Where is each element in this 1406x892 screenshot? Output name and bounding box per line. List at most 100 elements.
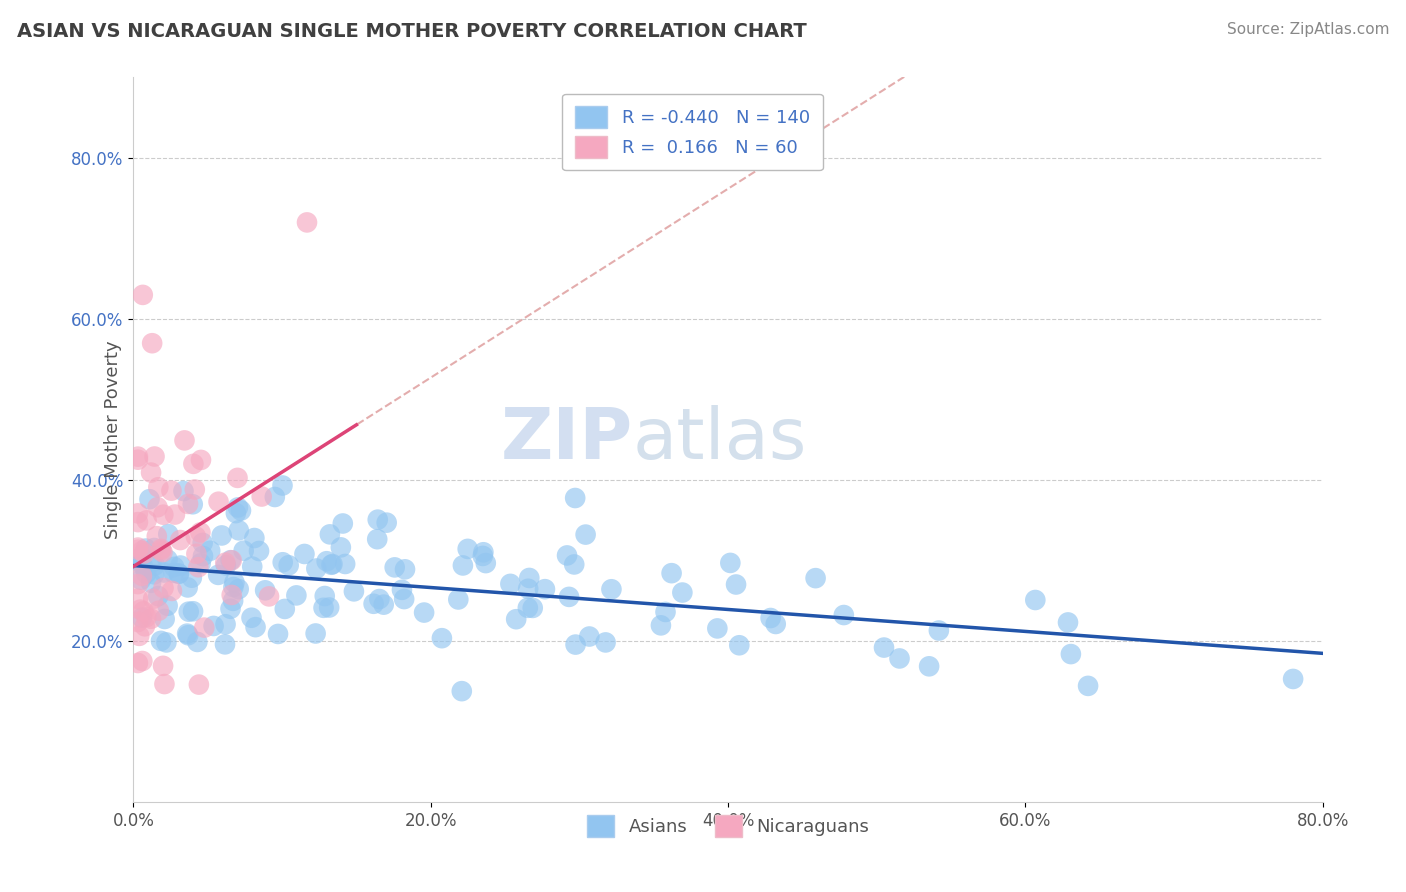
- Point: [384, 560, 406, 574]
- Point: [274, 602, 297, 616]
- Point: [127, 591, 149, 606]
- Point: [152, 581, 174, 595]
- Point: [257, 590, 280, 604]
- Point: [148, 480, 170, 494]
- Point: [312, 600, 335, 615]
- Point: [127, 656, 149, 670]
- Point: [221, 588, 243, 602]
- Point: [517, 582, 540, 596]
- Point: [214, 617, 236, 632]
- Point: [160, 483, 183, 498]
- Point: [135, 610, 157, 624]
- Point: [240, 611, 263, 625]
- Point: [128, 629, 150, 643]
- Point: [558, 590, 581, 604]
- Point: [1060, 647, 1083, 661]
- Point: [413, 606, 436, 620]
- Point: [271, 555, 294, 569]
- Point: [127, 615, 149, 629]
- Point: [873, 640, 896, 655]
- Point: [176, 581, 198, 595]
- Point: [600, 582, 623, 597]
- Point: [1077, 679, 1099, 693]
- Point: [127, 541, 149, 555]
- Point: [131, 654, 153, 668]
- Point: [245, 620, 267, 634]
- Point: [228, 524, 250, 538]
- Point: [190, 453, 212, 467]
- Point: [167, 566, 190, 581]
- Legend: Asians, Nicaraguans: Asians, Nicaraguans: [579, 807, 876, 844]
- Point: [475, 556, 498, 570]
- Point: [141, 336, 163, 351]
- Point: [332, 516, 354, 531]
- Point: [177, 497, 200, 511]
- Point: [555, 549, 578, 563]
- Point: [127, 577, 149, 591]
- Point: [367, 513, 389, 527]
- Point: [889, 651, 911, 665]
- Point: [243, 531, 266, 545]
- Point: [534, 582, 557, 597]
- Point: [394, 562, 416, 576]
- Point: [143, 541, 166, 555]
- Point: [163, 508, 186, 522]
- Point: [368, 592, 391, 607]
- Point: [294, 547, 316, 561]
- Point: [430, 631, 453, 645]
- Point: [224, 575, 246, 590]
- Point: [190, 525, 212, 540]
- Point: [150, 543, 173, 558]
- Point: [1057, 615, 1080, 630]
- Point: [373, 598, 395, 612]
- Point: [329, 541, 352, 555]
- Point: [169, 533, 191, 547]
- Point: [134, 619, 156, 633]
- Point: [575, 527, 598, 541]
- Point: [1024, 593, 1046, 607]
- Point: [366, 532, 388, 546]
- Point: [215, 558, 238, 573]
- Point: [167, 566, 190, 581]
- Point: [271, 478, 294, 492]
- Point: [163, 566, 186, 580]
- Point: [135, 566, 157, 581]
- Point: [804, 571, 827, 585]
- Point: [595, 635, 617, 649]
- Point: [132, 604, 155, 618]
- Point: [918, 659, 941, 673]
- Point: [765, 617, 787, 632]
- Point: [169, 558, 191, 573]
- Point: [267, 627, 290, 641]
- Point: [706, 621, 728, 635]
- Point: [129, 554, 152, 568]
- Point: [304, 626, 326, 640]
- Point: [226, 471, 249, 485]
- Point: [127, 452, 149, 467]
- Point: [132, 288, 155, 302]
- Point: [219, 553, 242, 567]
- Point: [222, 580, 245, 594]
- Point: [152, 658, 174, 673]
- Point: [447, 592, 470, 607]
- Point: [221, 553, 243, 567]
- Point: [148, 604, 170, 618]
- Point: [153, 612, 176, 626]
- Point: [183, 457, 205, 471]
- Point: [451, 558, 474, 573]
- Point: [143, 558, 166, 573]
- Point: [728, 638, 751, 652]
- Point: [321, 558, 343, 572]
- Point: [152, 545, 174, 559]
- Point: [305, 561, 328, 575]
- Point: [207, 567, 229, 582]
- Point: [163, 559, 186, 574]
- Point: [499, 577, 522, 591]
- Point: [127, 450, 149, 464]
- Point: [240, 559, 263, 574]
- Point: [471, 549, 494, 563]
- Point: [131, 611, 153, 625]
- Point: [254, 583, 277, 598]
- Point: [160, 583, 183, 598]
- Point: [211, 528, 233, 542]
